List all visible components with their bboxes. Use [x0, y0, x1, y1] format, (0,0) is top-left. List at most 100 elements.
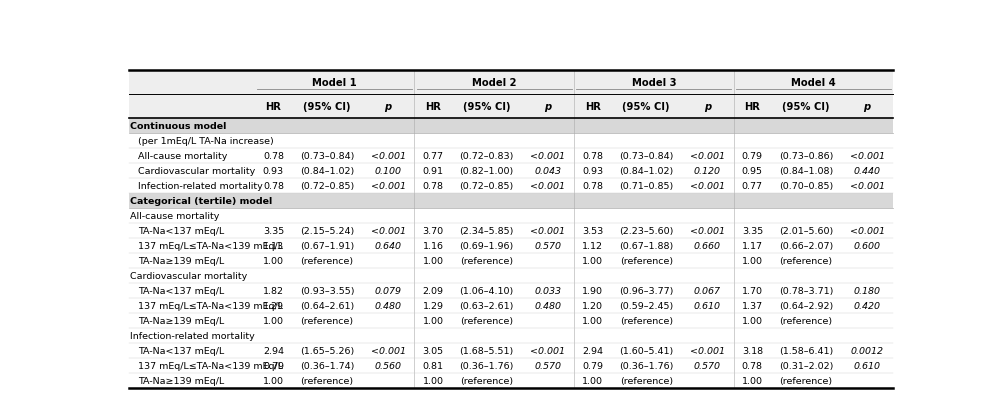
Bar: [129, 373, 893, 388]
Text: HR: HR: [745, 102, 761, 112]
Text: 1.12: 1.12: [582, 241, 603, 250]
Text: (0.64–2.61): (0.64–2.61): [300, 301, 354, 310]
Text: 0.79: 0.79: [263, 361, 284, 370]
Bar: [129, 223, 893, 238]
Text: 2.94: 2.94: [263, 346, 284, 355]
Text: 137 mEq/L≤TA-Na<139 mEq/L: 137 mEq/L≤TA-Na<139 mEq/L: [138, 361, 283, 370]
Text: 0.610: 0.610: [853, 361, 880, 370]
Bar: [129, 118, 893, 133]
Text: (95% CI): (95% CI): [463, 102, 510, 112]
Text: (0.71–0.85): (0.71–0.85): [619, 181, 673, 190]
Text: 0.480: 0.480: [375, 301, 402, 310]
Text: 0.79: 0.79: [742, 151, 763, 160]
Text: 1.00: 1.00: [582, 376, 603, 385]
Text: <0.001: <0.001: [530, 346, 565, 355]
Bar: [129, 313, 893, 328]
Text: (2.15–5.24): (2.15–5.24): [300, 226, 354, 235]
Text: TA-Na<137 mEq/L: TA-Na<137 mEq/L: [138, 226, 224, 235]
Text: (0.78–3.71): (0.78–3.71): [779, 286, 833, 295]
Text: Cardiovascular mortality: Cardiovascular mortality: [130, 271, 247, 280]
Text: (reference): (reference): [300, 256, 354, 265]
Text: 0.78: 0.78: [263, 181, 284, 190]
Text: (reference): (reference): [460, 256, 513, 265]
Text: 0.420: 0.420: [853, 301, 880, 310]
Text: Cardiovascular mortality: Cardiovascular mortality: [138, 166, 255, 175]
Text: 0.81: 0.81: [423, 361, 444, 370]
Text: Model 3: Model 3: [632, 78, 676, 88]
Text: <0.001: <0.001: [371, 346, 406, 355]
Text: (1.06–4.10): (1.06–4.10): [460, 286, 513, 295]
Text: (2.23–5.60): (2.23–5.60): [619, 226, 673, 235]
Text: 1.17: 1.17: [742, 241, 763, 250]
Text: (0.67–1.91): (0.67–1.91): [300, 241, 354, 250]
Text: 1.16: 1.16: [423, 241, 444, 250]
Text: (0.36–1.76): (0.36–1.76): [619, 361, 673, 370]
Text: (reference): (reference): [300, 376, 354, 385]
Text: (0.84–1.02): (0.84–1.02): [619, 166, 673, 175]
Text: (0.67–1.88): (0.67–1.88): [619, 241, 673, 250]
Bar: [129, 343, 893, 358]
Text: 137 mEq/L≤TA-Na<139 mEq/L: 137 mEq/L≤TA-Na<139 mEq/L: [138, 241, 283, 250]
Text: (0.73–0.84): (0.73–0.84): [619, 151, 673, 160]
Text: Model 1: Model 1: [312, 78, 357, 88]
Text: 0.77: 0.77: [742, 181, 763, 190]
Text: 0.660: 0.660: [694, 241, 721, 250]
Text: 1.00: 1.00: [423, 376, 444, 385]
Text: 0.91: 0.91: [423, 166, 444, 175]
Text: 0.93: 0.93: [263, 166, 284, 175]
Text: (0.69–1.96): (0.69–1.96): [460, 241, 513, 250]
Text: (0.73–0.86): (0.73–0.86): [779, 151, 833, 160]
Text: 0.93: 0.93: [582, 166, 603, 175]
Text: (2.01–5.60): (2.01–5.60): [779, 226, 832, 235]
Text: 0.78: 0.78: [582, 181, 603, 190]
Text: (0.36–1.74): (0.36–1.74): [300, 361, 354, 370]
Text: (0.82–1.00): (0.82–1.00): [460, 166, 513, 175]
Text: (0.84–1.02): (0.84–1.02): [300, 166, 354, 175]
Text: (1.58–6.41): (1.58–6.41): [779, 346, 832, 355]
Text: 0.033: 0.033: [534, 286, 561, 295]
Text: p: p: [385, 102, 392, 112]
Text: 0.100: 0.100: [375, 166, 402, 175]
Text: (reference): (reference): [620, 316, 673, 325]
Text: 3.18: 3.18: [742, 346, 763, 355]
Bar: [129, 268, 893, 283]
Bar: [129, 133, 893, 148]
Text: TA-Na<137 mEq/L: TA-Na<137 mEq/L: [138, 346, 224, 355]
Text: All-cause mortality: All-cause mortality: [130, 211, 219, 220]
Text: 0.120: 0.120: [694, 166, 721, 175]
Text: <0.001: <0.001: [371, 151, 406, 160]
Text: 1.00: 1.00: [742, 256, 763, 265]
Text: 0.570: 0.570: [534, 241, 561, 250]
Text: 1.00: 1.00: [742, 316, 763, 325]
Text: (0.31–2.02): (0.31–2.02): [779, 361, 833, 370]
Text: 0.043: 0.043: [534, 166, 561, 175]
Text: 0.78: 0.78: [582, 151, 603, 160]
Text: <0.001: <0.001: [849, 226, 884, 235]
Text: (reference): (reference): [620, 376, 673, 385]
Text: 0.78: 0.78: [263, 151, 284, 160]
Text: 0.610: 0.610: [694, 301, 721, 310]
Text: 1.37: 1.37: [742, 301, 763, 310]
Text: 3.05: 3.05: [423, 346, 444, 355]
Bar: [129, 163, 893, 178]
Text: 0.570: 0.570: [694, 361, 721, 370]
Text: <0.001: <0.001: [690, 346, 725, 355]
Text: <0.001: <0.001: [530, 151, 565, 160]
Text: 1.82: 1.82: [263, 286, 284, 295]
Bar: [129, 358, 893, 373]
Text: <0.001: <0.001: [371, 226, 406, 235]
Text: 0.0012: 0.0012: [850, 346, 883, 355]
Text: TA-Na≥139 mEq/L: TA-Na≥139 mEq/L: [138, 376, 224, 385]
Text: (reference): (reference): [460, 316, 513, 325]
Text: Continuous model: Continuous model: [130, 121, 226, 130]
Text: 3.35: 3.35: [263, 226, 284, 235]
Text: <0.001: <0.001: [690, 181, 725, 190]
Bar: [129, 193, 893, 208]
Text: HR: HR: [265, 102, 281, 112]
Text: 3.53: 3.53: [582, 226, 603, 235]
Text: (0.63–2.61): (0.63–2.61): [460, 301, 513, 310]
Text: TA-Na≥139 mEq/L: TA-Na≥139 mEq/L: [138, 316, 224, 325]
Text: Infection-related mortality: Infection-related mortality: [138, 181, 262, 190]
Text: 2.09: 2.09: [423, 286, 444, 295]
Text: 1.00: 1.00: [263, 316, 284, 325]
